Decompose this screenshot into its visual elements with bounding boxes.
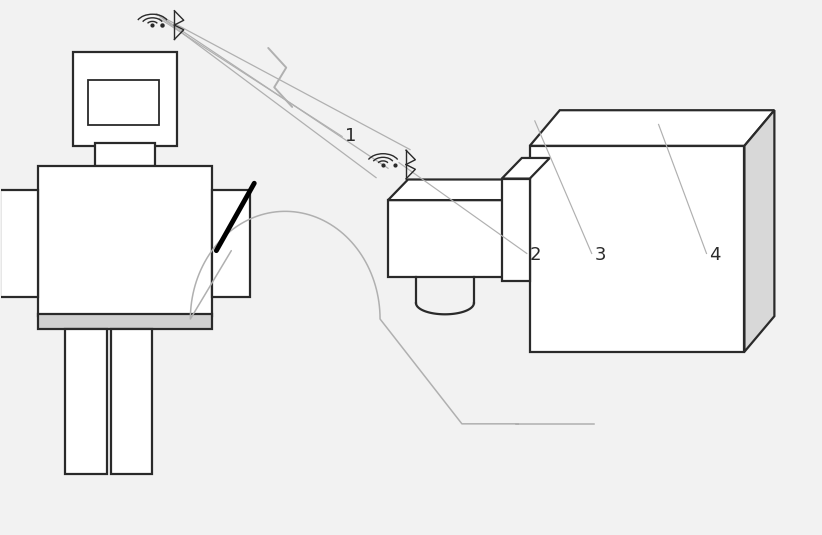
Text: 4: 4 [709,246,721,264]
Bar [502,179,530,280]
Bar [38,166,212,316]
Bar [0,190,38,297]
Bar [110,329,152,475]
Bar [388,200,503,277]
Bar [95,143,155,166]
Polygon shape [745,110,774,351]
Polygon shape [388,180,523,200]
Bar [530,146,745,351]
Bar [88,80,159,125]
Text: 3: 3 [594,246,606,264]
Polygon shape [503,180,523,277]
Text: 2: 2 [530,246,542,264]
Polygon shape [502,158,550,179]
Bar [38,314,212,329]
Bar [212,190,250,297]
Bar [65,329,107,475]
Text: 1: 1 [345,127,357,146]
Polygon shape [530,110,774,146]
Bar [72,52,178,146]
